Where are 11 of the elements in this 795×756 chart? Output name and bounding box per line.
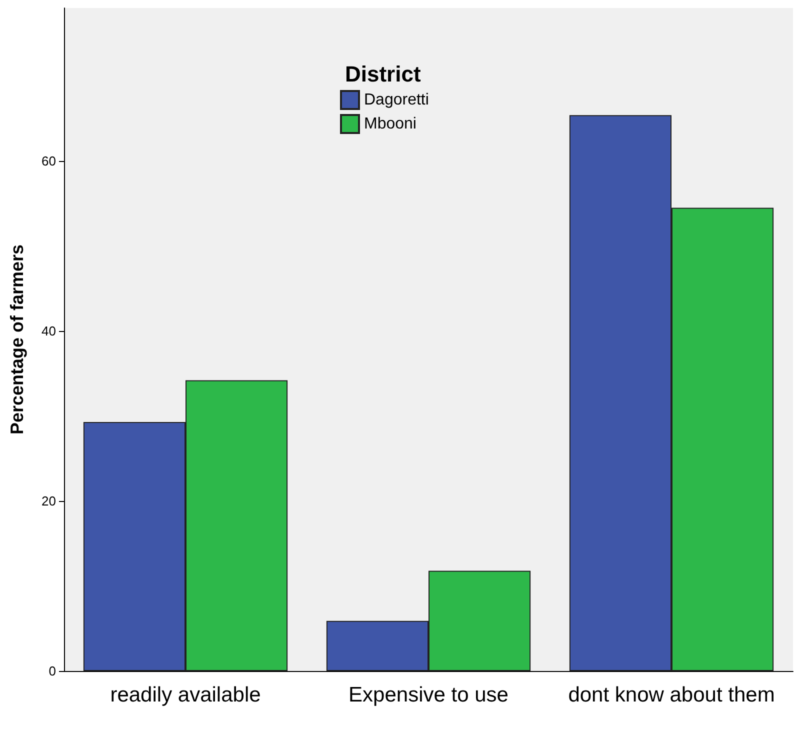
y-tick-label: 60 — [42, 154, 56, 168]
y-tick-label: 20 — [42, 494, 56, 508]
legend-label: Mbooni — [364, 116, 416, 132]
x-tick-label: dont know about them — [568, 684, 775, 706]
x-tick-label: Expensive to use — [348, 684, 508, 706]
legend-label: Dagoretti — [364, 92, 429, 108]
y-tick-label: 40 — [42, 324, 56, 338]
legend-title: District — [345, 62, 422, 86]
y-axis-title: Percentage of farmers — [7, 244, 27, 435]
y-tick-label: 0 — [48, 664, 56, 678]
x-tick-label: readily available — [110, 684, 261, 706]
